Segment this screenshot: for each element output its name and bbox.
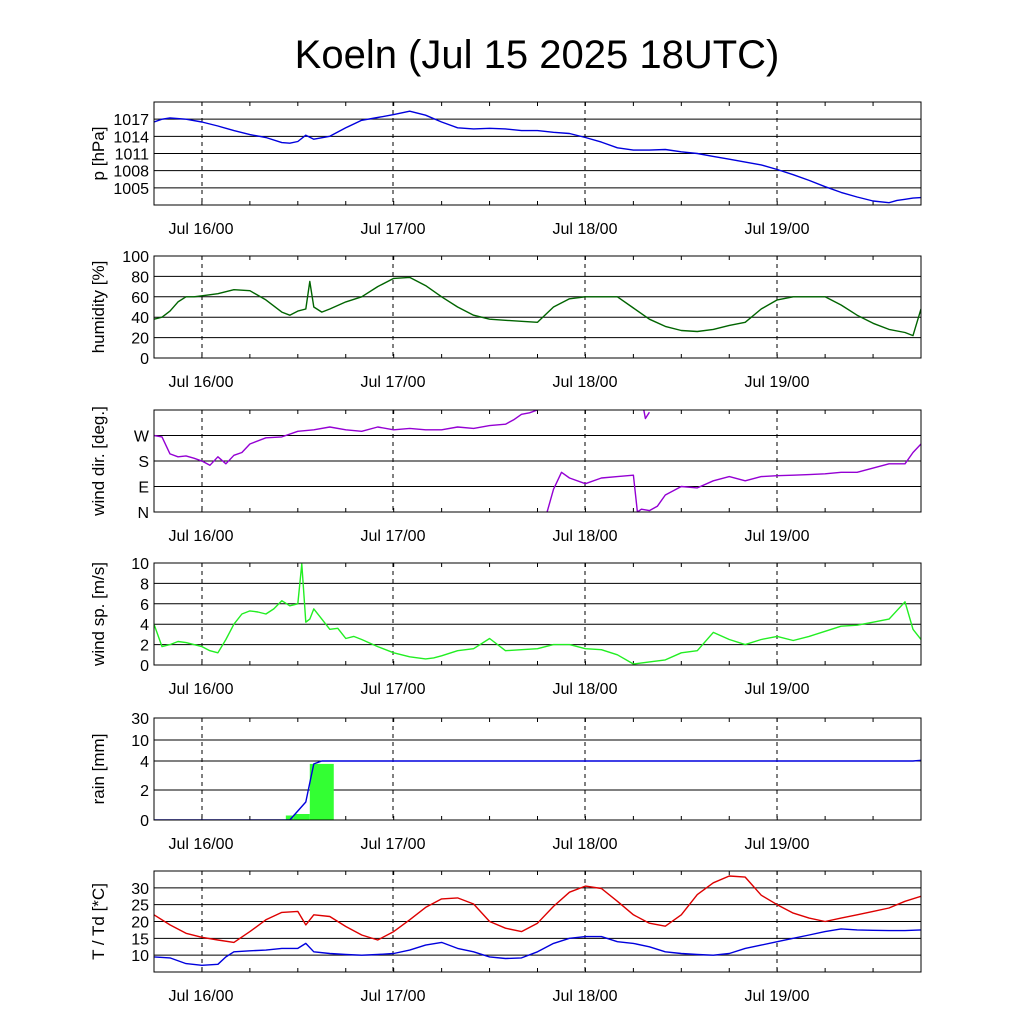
x-tick-label: Jul 18/00 <box>553 528 618 545</box>
rain-bar <box>309 763 334 820</box>
series-line-humidity <box>154 276 921 337</box>
series-line-wind_dir <box>154 410 538 466</box>
x-tick-label: Jul 18/00 <box>553 836 618 853</box>
series-line-temperature <box>154 875 921 944</box>
y-tick-label: 1005 <box>113 181 149 198</box>
series-line-rain_line <box>154 759 921 820</box>
x-tick-label: Jul 19/00 <box>745 528 810 545</box>
x-tick-label: Jul 16/00 <box>169 528 234 545</box>
x-tick-label: Jul 19/00 <box>745 681 810 698</box>
y-tick-label: 10 <box>131 948 149 965</box>
y-tick-label: 2 <box>140 638 149 655</box>
x-tick-label: Jul 17/00 <box>361 836 426 853</box>
y-axis-label: humidity [%] <box>89 261 108 354</box>
chart-title: Koeln (Jul 15 2025 18UTC) <box>295 33 780 77</box>
y-tick-label: 6 <box>140 597 149 614</box>
y-tick-label: 2 <box>140 783 149 800</box>
x-tick-label: Jul 19/00 <box>745 221 810 238</box>
series-line-pressure <box>154 110 921 204</box>
x-tick-label: Jul 16/00 <box>169 374 234 391</box>
panel-frame <box>153 717 922 821</box>
x-tick-label: Jul 17/00 <box>361 528 426 545</box>
panel-frame <box>153 409 922 513</box>
series-line-wind_dir <box>643 410 650 420</box>
x-tick-label: Jul 17/00 <box>361 374 426 391</box>
y-tick-label: S <box>138 454 149 471</box>
y-tick-label: W <box>134 429 150 446</box>
panel-frame <box>153 870 922 973</box>
y-axis-label: rain [mm] <box>89 734 108 805</box>
y-tick-label: 60 <box>131 290 149 307</box>
y-tick-label: 40 <box>131 310 149 327</box>
y-tick-label: 4 <box>140 754 149 771</box>
y-tick-label: 100 <box>122 249 149 266</box>
x-tick-label: Jul 18/00 <box>553 221 618 238</box>
y-axis-label: T / Td [*C] <box>89 883 108 960</box>
x-tick-label: Jul 17/00 <box>361 681 426 698</box>
y-tick-label: 10 <box>131 556 149 573</box>
x-tick-label: Jul 16/00 <box>169 681 234 698</box>
series-line-wind_dir <box>546 443 921 512</box>
y-tick-label: 15 <box>131 931 149 948</box>
x-tick-label: Jul 18/00 <box>553 374 618 391</box>
y-tick-label: 1017 <box>113 112 149 129</box>
x-tick-label: Jul 18/00 <box>553 988 618 1005</box>
y-tick-label: 0 <box>140 813 149 830</box>
y-tick-label: 1008 <box>113 164 149 181</box>
x-tick-label: Jul 19/00 <box>745 374 810 391</box>
x-tick-label: Jul 17/00 <box>361 221 426 238</box>
rain-bar <box>285 815 294 820</box>
x-tick-label: Jul 18/00 <box>553 681 618 698</box>
x-tick-label: Jul 19/00 <box>745 836 810 853</box>
panel-frame <box>153 562 922 666</box>
x-tick-label: Jul 16/00 <box>169 988 234 1005</box>
y-tick-label: 0 <box>140 658 149 675</box>
x-tick-label: Jul 16/00 <box>169 836 234 853</box>
x-tick-label: Jul 16/00 <box>169 221 234 238</box>
y-axis-label: p [hPa] <box>89 127 108 181</box>
y-tick-label: 4 <box>140 617 149 634</box>
panel-frame <box>153 101 922 206</box>
panel-frame <box>153 255 922 359</box>
y-tick-label: 25 <box>131 898 149 915</box>
y-tick-label: 0 <box>140 351 149 368</box>
y-axis-label: wind sp. [m/s] <box>89 562 108 667</box>
series-line-dewpoint <box>154 928 921 966</box>
panel-4: 0 2 4 10 30 Jul 16/00 Jul 17/00 Jul 18/00 Jul 19… <box>89 711 922 853</box>
y-tick-label: 8 <box>140 576 149 593</box>
y-tick-label: 30 <box>131 711 149 728</box>
y-tick-label: 80 <box>131 269 149 286</box>
y-tick-label: 10 <box>131 733 149 750</box>
y-tick-label: 1011 <box>115 147 150 164</box>
rain-bar <box>293 814 310 820</box>
y-tick-label: E <box>138 480 149 497</box>
series-line-wind_speed <box>154 563 921 665</box>
y-tick-label: 30 <box>131 881 149 898</box>
panel-3: 0 2 4 6 8 10 Jul 16/00 Jul 17/00 Jul 18/00 Jul 19… <box>89 556 922 698</box>
y-tick-label: 20 <box>131 915 149 932</box>
y-tick-label: 20 <box>131 331 149 348</box>
panel-1: 0 20 40 60 80 100 Jul 16/00 Jul 17/00 Jul 18/00 J… <box>89 249 922 391</box>
x-tick-label: Jul 19/00 <box>745 988 810 1005</box>
y-axis-label: wind dir. [deg.] <box>89 406 108 517</box>
y-tick-label: 1014 <box>113 129 149 146</box>
y-tick-label: N <box>137 505 149 522</box>
x-tick-label: Jul 17/00 <box>361 988 426 1005</box>
